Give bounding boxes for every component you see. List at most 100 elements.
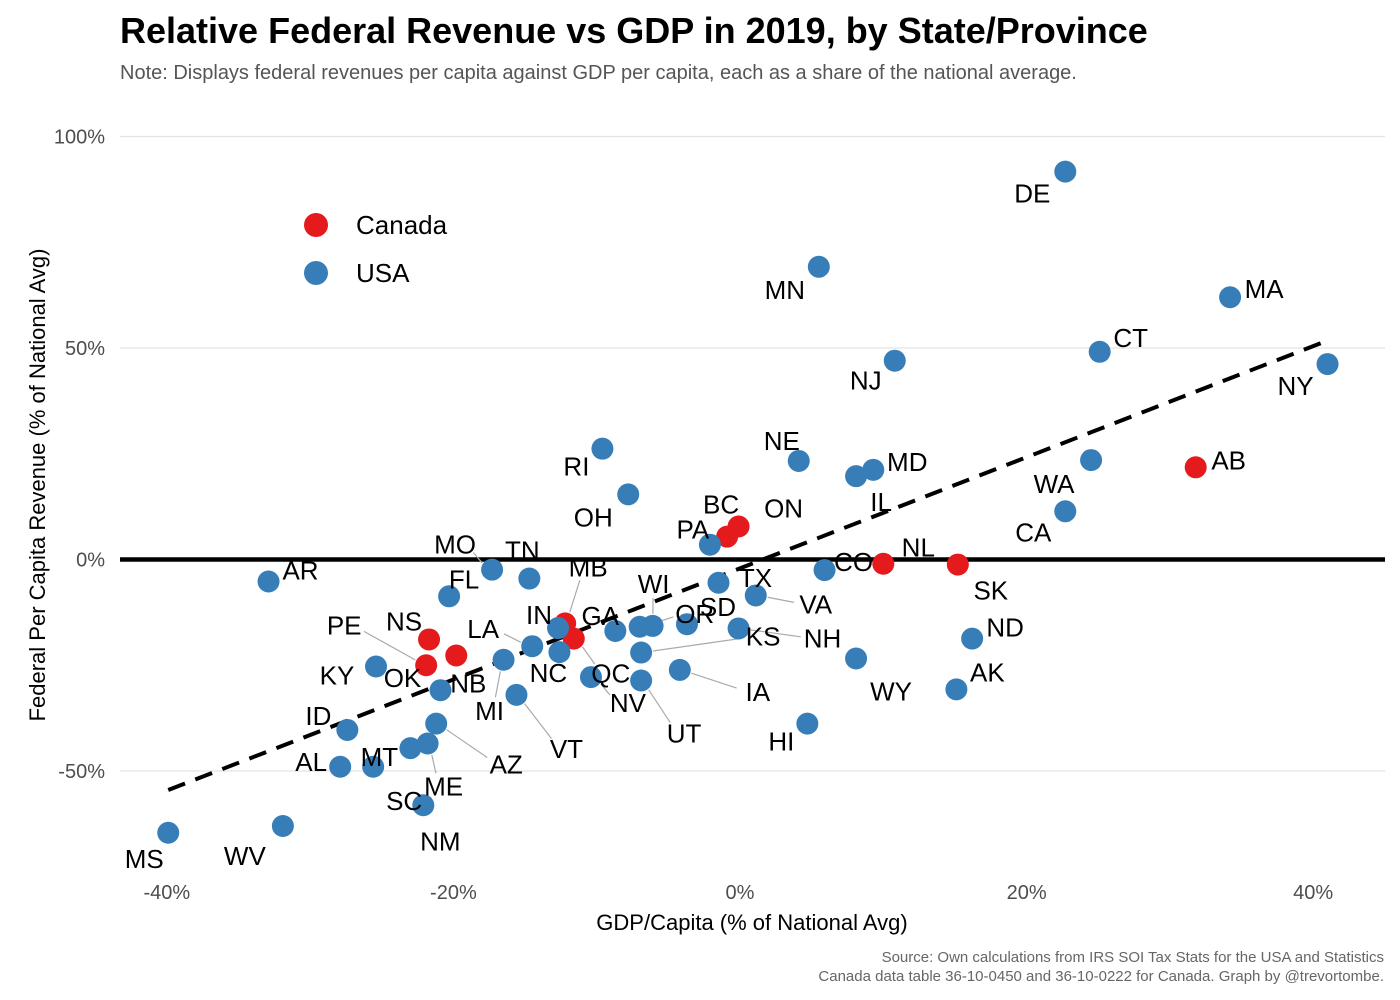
data-point-on [727, 515, 750, 538]
data-point-va [744, 584, 767, 607]
data-point-layer [157, 160, 1339, 844]
data-point-nc [548, 641, 571, 664]
data-point-ri [591, 437, 614, 460]
data-point-az [425, 712, 448, 735]
point-label-nb: NB [450, 669, 486, 699]
data-point-qc [562, 627, 585, 650]
data-point-nv [579, 666, 602, 689]
legend-label-canada: Canada [356, 210, 448, 240]
data-point-ar [257, 570, 280, 593]
legend-label-usa: USA [356, 258, 410, 288]
data-point-co [813, 559, 836, 582]
caption-line-2: Canada data table 36-10-0450 and 36-10-0… [818, 968, 1384, 985]
point-label-il: IL [870, 487, 892, 517]
data-point-id [336, 718, 359, 741]
leader-line [472, 552, 483, 564]
x-tick-label: 0% [726, 882, 755, 904]
point-label-wi: WI [638, 569, 670, 599]
x-axis-title: GDP/Capita (% of National Avg) [596, 910, 907, 935]
legend-key-canada [304, 213, 328, 237]
point-label-nv: NV [610, 688, 647, 718]
point-label-layer: AB BC ON NL SK MB QC NS PE NB DE MA MN CT NY NJ NE MD IL WA… [125, 179, 1314, 874]
leader-line [582, 646, 596, 665]
data-point-ma [1219, 286, 1242, 309]
y-tick-label: 100% [54, 127, 105, 149]
data-point-md [862, 458, 885, 481]
data-point-wy [845, 647, 868, 670]
data-point-ct [1088, 340, 1111, 363]
point-label-ns: NS [386, 606, 422, 636]
data-point-mt [399, 737, 422, 760]
point-label-ri: RI [563, 452, 589, 482]
leader-line [431, 754, 437, 774]
point-label-nc: NC [530, 658, 568, 688]
point-label-ma: MA [1245, 274, 1285, 304]
y-tick-label: -50% [58, 761, 105, 783]
data-point-vt [505, 683, 528, 706]
data-point-nj [883, 349, 906, 372]
point-label-ne: NE [764, 426, 800, 456]
data-point-mn [807, 255, 830, 278]
x-tick-label: 20% [1007, 882, 1047, 904]
data-point-mi [492, 648, 515, 671]
point-label-mo: MO [434, 530, 476, 560]
point-label-pe: PE [327, 610, 362, 640]
point-label-mb: MB [569, 552, 608, 582]
leader-line [363, 630, 416, 661]
trend-line-layer [167, 339, 1326, 792]
point-label-ks: KS [746, 622, 781, 652]
data-point-ny [1316, 353, 1339, 376]
point-label-wa: WA [1034, 469, 1076, 499]
data-point-ut [630, 669, 653, 692]
data-point-la [521, 635, 544, 658]
point-label-fl: FL [449, 564, 479, 594]
data-point-tx [707, 571, 730, 594]
point-label-pa: PA [677, 515, 710, 545]
data-point-nh [727, 617, 750, 640]
point-label-ak: AK [970, 657, 1005, 687]
data-point-ga [604, 619, 627, 642]
point-label-wv: WV [224, 841, 267, 871]
point-label-al: AL [295, 747, 327, 777]
data-point-wv [271, 814, 294, 837]
point-label-md: MD [887, 447, 927, 477]
leader-line [652, 637, 742, 652]
data-point-sc [362, 755, 385, 778]
point-label-az: AZ [490, 750, 523, 780]
point-label-ga: GA [582, 601, 620, 631]
point-label-nm: NM [420, 826, 460, 856]
data-point-hi [796, 712, 819, 735]
trend-line [167, 339, 1326, 792]
data-point-in [547, 617, 570, 640]
data-point-ca [1054, 500, 1077, 523]
data-point-wa [1080, 449, 1103, 472]
point-label-nj: NJ [850, 366, 882, 396]
x-tick-label: -20% [430, 882, 477, 904]
data-point-me [416, 732, 439, 755]
point-label-ok: OK [384, 663, 422, 693]
point-label-ut: UT [667, 718, 702, 748]
point-label-id: ID [305, 701, 331, 731]
point-label-me: ME [424, 772, 463, 802]
data-point-nm [412, 794, 435, 817]
leader-line [503, 633, 522, 643]
point-label-hi: HI [768, 727, 794, 757]
data-point-sd [675, 613, 698, 636]
data-point-de [1054, 160, 1077, 183]
data-point-nl [872, 552, 895, 575]
legend: Canada USA [304, 210, 448, 288]
point-label-sc: SC [386, 786, 422, 816]
data-point-ne [787, 449, 810, 472]
data-point-tn [518, 567, 541, 590]
data-point-ky [365, 655, 388, 678]
point-label-nl: NL [902, 533, 935, 563]
leader-line [524, 703, 552, 739]
point-label-sd: SD [700, 592, 736, 622]
leader-line [569, 580, 581, 613]
point-label-ca: CA [1015, 517, 1052, 547]
point-label-ab: AB [1211, 445, 1246, 475]
point-label-mn: MN [765, 275, 805, 305]
y-axis-title: Federal Per Capita Revenue (% of Nationa… [25, 249, 50, 722]
point-label-in: IN [526, 600, 552, 630]
